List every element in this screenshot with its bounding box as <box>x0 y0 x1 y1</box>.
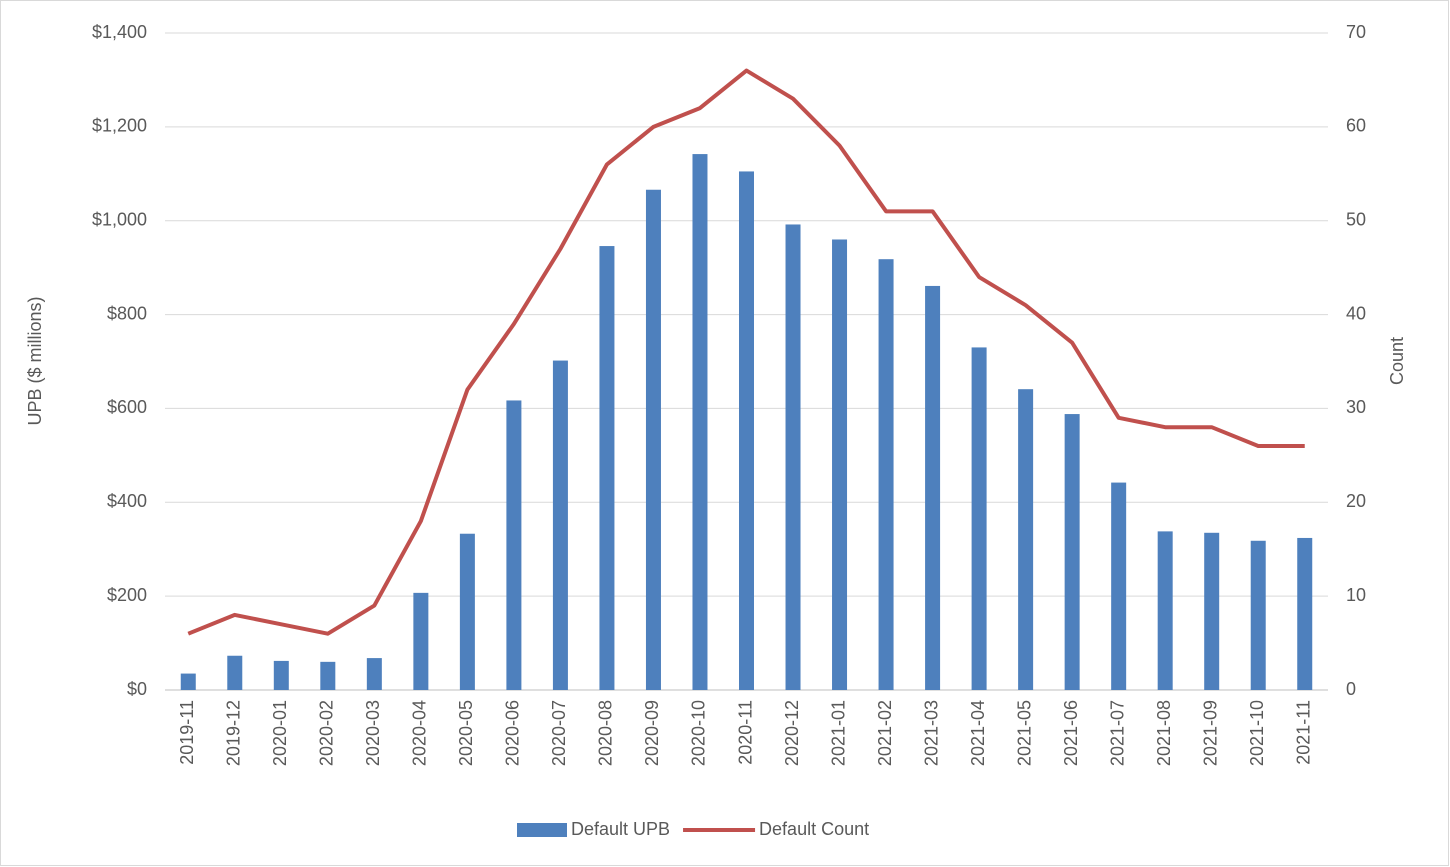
bar <box>925 285 941 690</box>
y2-tick-label: 30 <box>1346 397 1366 417</box>
x-tick-label: 2020-09 <box>642 700 662 766</box>
x-tick-label: 2020-07 <box>549 700 569 766</box>
y2-tick-label: 0 <box>1346 679 1356 699</box>
bar <box>599 246 615 690</box>
bar <box>1204 532 1220 690</box>
bar <box>1157 531 1173 690</box>
bar <box>1111 482 1127 690</box>
y-tick-label: $600 <box>107 397 147 417</box>
y2-tick-label: 10 <box>1346 585 1366 605</box>
y-tick-label: $800 <box>107 303 147 323</box>
x-tick-label: 2020-02 <box>317 700 337 766</box>
bar <box>180 673 196 690</box>
legend-label: Default UPB <box>571 819 670 839</box>
bar <box>739 171 754 691</box>
x-tick-label: 2021-06 <box>1061 700 1081 766</box>
bar <box>413 592 429 690</box>
line <box>187 68 1305 636</box>
bar <box>645 189 661 690</box>
bar <box>971 347 987 690</box>
bar <box>1297 537 1313 690</box>
x-tick-label: 2020-08 <box>596 700 616 766</box>
y-tick-label: $1,000 <box>92 209 147 229</box>
x-tick-label: 2021-08 <box>1154 700 1174 766</box>
bar <box>459 533 475 690</box>
bar <box>692 154 708 691</box>
x-tick-label: 2021-09 <box>1200 700 1220 766</box>
y2-tick-label: 60 <box>1346 116 1366 136</box>
x-tick-label: 2021-11 <box>1293 700 1313 765</box>
x-tick-label: 2021-07 <box>1107 700 1127 766</box>
x-tick-label: 2021-10 <box>1247 700 1267 766</box>
legend-label: Default Count <box>759 819 869 839</box>
bar <box>320 661 336 690</box>
x-tick-label: 2020-04 <box>410 700 430 766</box>
y-tick-label: $200 <box>107 585 147 605</box>
legend-swatch <box>517 823 567 837</box>
bar <box>1018 389 1034 690</box>
y-tick-label: $1,400 <box>92 22 147 42</box>
y2-tick-label: 50 <box>1346 209 1366 229</box>
x-tick-label: 2021-03 <box>921 700 941 766</box>
bar <box>1250 540 1266 690</box>
y-tick-label: $1,200 <box>92 116 147 136</box>
x-tick-label: 2021-01 <box>828 700 848 766</box>
bar <box>878 259 894 690</box>
bar <box>552 360 568 690</box>
x-tick-label: 2020-03 <box>363 700 383 766</box>
x-tick-label: 2021-04 <box>968 700 988 766</box>
x-tick-label: 2019-11 <box>177 700 197 765</box>
y-tick-label: $0 <box>127 679 147 699</box>
y-tick-label: $400 <box>107 491 147 511</box>
bar <box>506 400 522 690</box>
x-tick-label: 2019-12 <box>224 700 244 766</box>
y2-tick-label: 40 <box>1346 303 1366 323</box>
x-tick-label: 2020-12 <box>782 700 802 766</box>
y2-tick-label: 70 <box>1346 22 1366 42</box>
x-tick-label: 2021-02 <box>875 700 895 766</box>
bar <box>785 224 801 690</box>
bar <box>1064 414 1080 690</box>
bar <box>366 658 382 690</box>
bar <box>273 660 289 690</box>
y2-tick-label: 20 <box>1346 491 1366 511</box>
x-tick-label: 2020-11 <box>735 700 755 765</box>
x-tick-label: 2020-01 <box>270 700 290 766</box>
bar <box>832 239 848 690</box>
y-axis-title: UPB ($ millions) <box>25 296 45 425</box>
x-tick-label: 2020-06 <box>503 700 523 766</box>
x-tick-label: 2020-10 <box>689 700 709 766</box>
x-tick-label: 2021-05 <box>1014 700 1034 766</box>
x-tick-label: 2020-05 <box>456 700 476 766</box>
y2-axis-title: Count <box>1387 337 1407 385</box>
bar <box>227 655 243 690</box>
